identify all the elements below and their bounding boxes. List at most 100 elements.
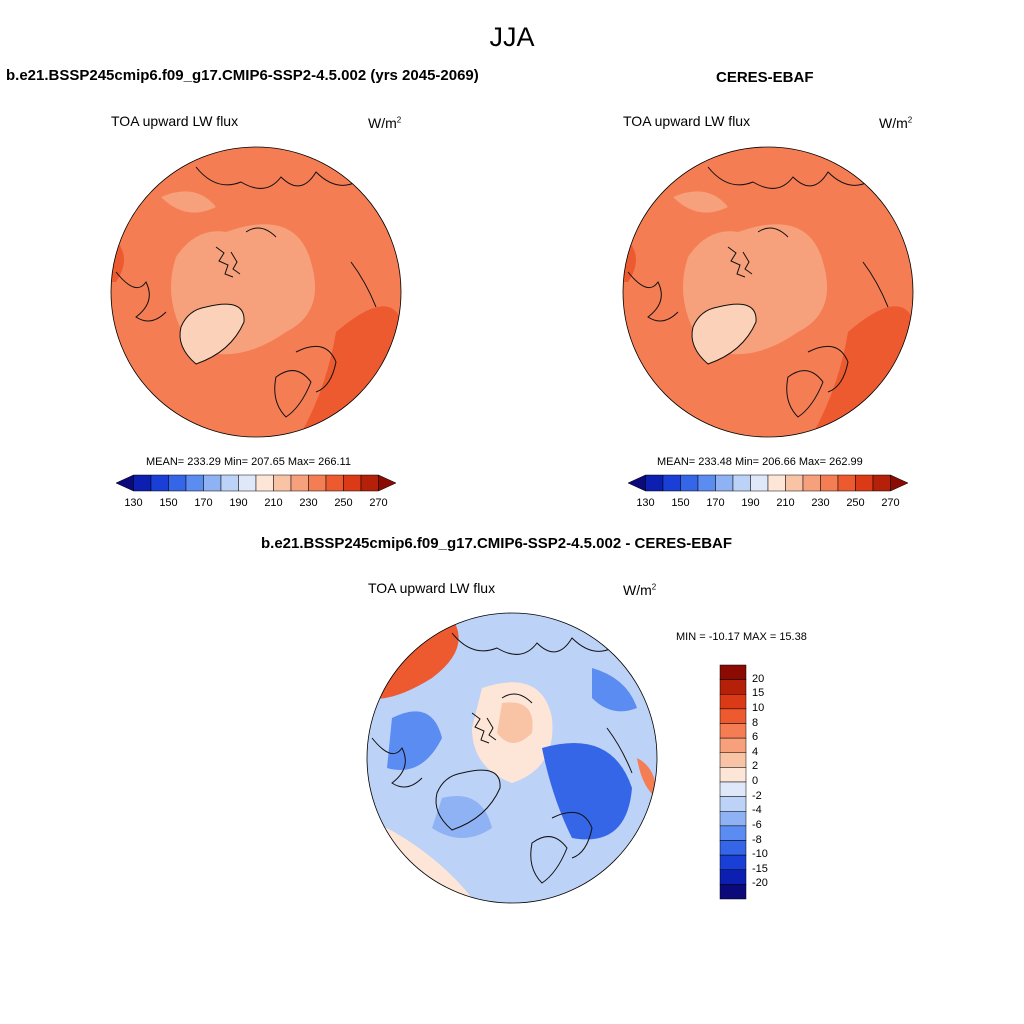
colorbar-swatch — [719, 796, 747, 812]
colorbar-tick-label: 250 — [334, 497, 353, 509]
colorbar-tick-label: 170 — [706, 497, 725, 509]
colorbar-tick-label: -15 — [752, 862, 768, 875]
colorbar-swatch — [719, 781, 747, 797]
colorbar-swatch — [767, 474, 786, 492]
colorbar-swatch — [715, 474, 734, 492]
colorbar-swatch — [719, 664, 747, 680]
colorbar-swatch — [837, 474, 856, 492]
colorbar-swatch — [343, 474, 362, 492]
colorbar-swatch — [290, 474, 309, 492]
colorbar-swatch — [719, 854, 747, 870]
colorbar-swatch — [719, 694, 747, 710]
polar-map-2 — [623, 147, 913, 437]
coastline — [274, 370, 312, 418]
colorbar-tick-label: 150 — [671, 497, 690, 509]
colorbar-tick-label: 130 — [124, 497, 143, 509]
colorbar-swatch — [325, 474, 344, 492]
map-border — [110, 146, 402, 438]
coastline — [195, 166, 357, 189]
colorbar-3 — [719, 664, 747, 900]
greenland-region — [180, 304, 245, 364]
coastline — [727, 246, 753, 278]
colorbar-tick-label: 20 — [752, 672, 765, 685]
colorbar-tick-label: 210 — [264, 497, 283, 509]
colorbar-tick-label: -20 — [752, 877, 768, 890]
coastline — [115, 271, 167, 322]
colorbar-tick-label: 4 — [752, 745, 759, 758]
colorbar-swatch — [872, 474, 891, 492]
colorbar-swatch — [719, 737, 747, 753]
coastline — [786, 370, 824, 418]
map-border — [366, 612, 658, 904]
colorbar-swatch — [719, 869, 747, 885]
colorbar-tick-label: 230 — [811, 497, 830, 509]
coastline — [757, 227, 789, 238]
colorbar-swatch — [255, 474, 274, 492]
colorbar-1 — [115, 474, 397, 492]
coastline — [862, 261, 889, 308]
coastline — [707, 166, 869, 189]
negative-anomaly — [542, 743, 632, 840]
coastline — [179, 303, 245, 365]
colorbar-2 — [627, 474, 909, 492]
coastline — [627, 271, 679, 322]
coastline — [451, 632, 613, 655]
panel2-title: CERES-EBAF — [716, 69, 814, 86]
colorbar-swatch — [308, 474, 327, 492]
coastline — [295, 345, 337, 393]
colorbar-tick-label: -4 — [752, 804, 762, 817]
colorbar-swatch — [732, 474, 751, 492]
coastline — [215, 246, 241, 278]
colorbar-tick-label: 190 — [741, 497, 760, 509]
coastline — [471, 712, 497, 744]
coastline — [350, 261, 377, 308]
panel3-title: b.e21.BSSP245cmip6.f09_g17.CMIP6-SSP2-4.… — [261, 535, 733, 552]
map-border — [622, 146, 914, 438]
colorbar-swatch — [168, 474, 187, 492]
colorbar-swatch — [680, 474, 699, 492]
colorbar-tick-label: 190 — [229, 497, 248, 509]
colorbar-tick-label: 10 — [752, 701, 765, 714]
coastline — [691, 303, 757, 365]
colorbar-tick-label: 8 — [752, 716, 759, 729]
positive-anomaly — [637, 758, 657, 798]
colorbar-tick-label: 6 — [752, 731, 759, 744]
colorbar-swatch — [220, 474, 239, 492]
panel1-units: W/m2 — [368, 115, 402, 131]
colorbar-swatch — [645, 474, 664, 492]
coastline — [551, 811, 593, 859]
colorbar-swatch — [719, 767, 747, 783]
panel1-variable: TOA upward LW flux — [111, 113, 239, 129]
colorbar-swatch — [719, 679, 747, 695]
colorbar-swatch — [378, 474, 397, 492]
colorbar-swatch — [855, 474, 874, 492]
colorbar-tick-label: 230 — [299, 497, 318, 509]
colorbar-swatch — [750, 474, 769, 492]
colorbar-swatch — [133, 474, 152, 492]
colorbar-tick-label: -10 — [752, 848, 768, 861]
colorbar-swatch — [360, 474, 379, 492]
colorbar-swatch — [238, 474, 257, 492]
colorbar-swatch — [890, 474, 909, 492]
coastline — [807, 345, 849, 393]
panel2-units: W/m2 — [879, 115, 913, 131]
colorbar-swatch — [719, 752, 747, 768]
colorbar-swatch — [719, 708, 747, 724]
panel1-stats: MEAN= 233.29 Min= 207.65 Max= 266.11 — [146, 456, 351, 468]
panel2-stats: MEAN= 233.48 Min= 206.66 Max= 262.99 — [657, 456, 863, 468]
panel3-stats: MIN = -10.17 MAX = 15.38 — [676, 631, 807, 643]
colorbar-tick-label: 2 — [752, 760, 759, 773]
colorbar-swatch — [719, 811, 747, 827]
colorbar-tick-label: -6 — [752, 818, 762, 831]
panel1-title: b.e21.BSSP245cmip6.f09_g17.CMIP6-SSP2-4.… — [6, 67, 479, 84]
arctic-region — [161, 191, 216, 213]
colorbar-tick-label: -8 — [752, 833, 762, 846]
coastline — [371, 737, 423, 788]
colorbar-tick-label: 15 — [752, 687, 765, 700]
colorbar-swatch — [115, 474, 134, 492]
colorbar-tick-label: 210 — [776, 497, 795, 509]
polar-map-1 — [111, 147, 401, 437]
colorbar-tick-label: 150 — [159, 497, 178, 509]
panel3-variable: TOA upward LW flux — [368, 580, 496, 596]
